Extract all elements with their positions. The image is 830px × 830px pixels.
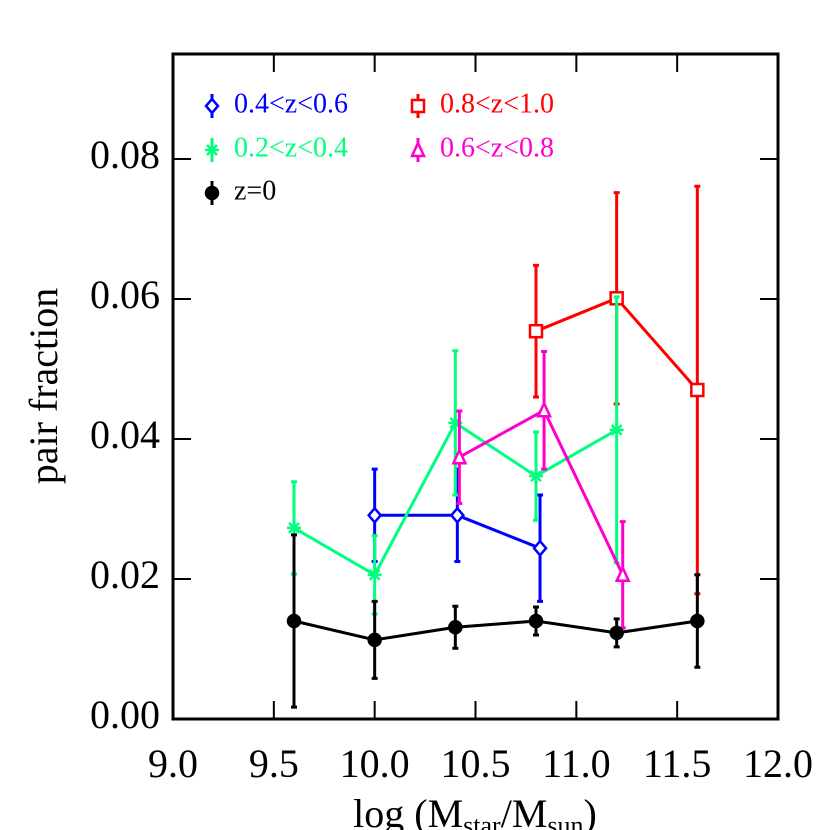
series — [451, 350, 631, 630]
y-tick-label: 0.00 — [90, 692, 160, 737]
marker — [448, 620, 463, 635]
legend-label: 0.8<z<1.0 — [440, 88, 554, 119]
marker — [451, 447, 468, 465]
y-tick-label: 0.08 — [90, 132, 160, 177]
marker — [614, 564, 631, 583]
marker — [367, 506, 383, 525]
x-tick-label: 12.0 — [743, 741, 813, 786]
x-axis-label-subscript: sun — [547, 811, 583, 830]
marker — [449, 506, 465, 525]
x-axis-label-subscript: star — [463, 811, 501, 830]
y-tick-label: 0.04 — [90, 412, 160, 457]
x-axis-label: log (Mstar/Msun) — [353, 791, 597, 830]
legend-marker — [204, 97, 220, 115]
marker — [690, 382, 705, 398]
legend-label: 0.4<z<0.6 — [234, 88, 348, 119]
marker — [609, 422, 624, 437]
x-axis-label-part: /M — [501, 791, 548, 830]
marker — [690, 613, 705, 629]
legend-label: z=0 — [234, 175, 276, 206]
marker — [528, 323, 544, 339]
legend-marker — [204, 185, 220, 201]
x-tick-label: 11.0 — [542, 741, 611, 786]
x-tick-label: 9.5 — [249, 741, 299, 786]
series-line — [293, 619, 698, 642]
x-tick-label: 11.5 — [643, 741, 712, 786]
x-axis-label-part: ) — [584, 791, 597, 830]
x-axis-label-part: log (M — [353, 791, 463, 830]
marker — [609, 625, 624, 641]
legend-marker — [205, 143, 219, 157]
x-tick-label: 10.0 — [340, 741, 410, 786]
marker — [448, 415, 463, 430]
legend-marker — [410, 140, 426, 158]
marker — [528, 613, 544, 629]
legend-marker — [410, 98, 426, 114]
legend-label: 0.6<z<0.8 — [440, 132, 554, 163]
marker — [367, 632, 382, 648]
marker — [286, 613, 302, 629]
y-tick-label: 0.02 — [90, 552, 160, 597]
y-tick-label: 0.06 — [90, 272, 160, 317]
marker — [367, 567, 382, 582]
series — [286, 533, 705, 709]
series — [287, 295, 624, 616]
y-axis-label: pair fraction — [21, 288, 66, 485]
x-tick-label: 10.5 — [441, 741, 511, 786]
x-tick-label: 9.0 — [148, 741, 198, 786]
marker — [532, 539, 548, 558]
marker — [536, 400, 553, 418]
marker — [529, 469, 543, 484]
legend-label: 0.2<z<0.4 — [234, 132, 348, 163]
marker — [287, 520, 301, 535]
